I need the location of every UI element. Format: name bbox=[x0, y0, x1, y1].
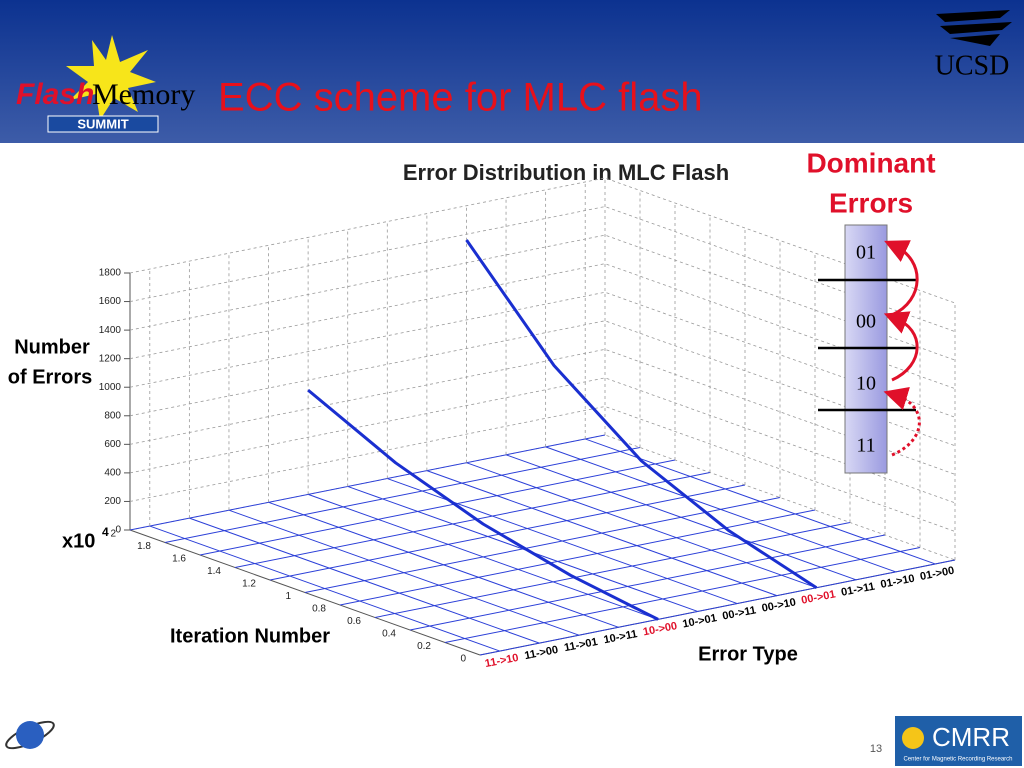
x-multiplier: x10 bbox=[62, 530, 95, 552]
chart-title: Error Distribution in MLC Flash bbox=[403, 160, 729, 185]
diagram-heading: Dominant bbox=[806, 147, 935, 178]
grid-line bbox=[339, 509, 816, 606]
x-tick-label: 0.6 bbox=[347, 616, 361, 627]
cell-state: 01 bbox=[856, 242, 876, 264]
category-line bbox=[149, 525, 500, 652]
z-tick-label: 1600 bbox=[99, 296, 122, 307]
z-tick-label: 1800 bbox=[99, 268, 122, 279]
cmrr-emblem bbox=[902, 727, 924, 749]
transition-arrow bbox=[884, 240, 919, 317]
logo-flash: Flash bbox=[16, 78, 94, 111]
x-tick-label: 0 bbox=[460, 654, 466, 665]
category-line bbox=[228, 509, 580, 636]
z-tick-label: 400 bbox=[104, 468, 121, 479]
x-tick-label: 0.4 bbox=[382, 629, 396, 640]
z-tick-label: 600 bbox=[104, 439, 121, 450]
z-tick-label: 1400 bbox=[99, 325, 122, 336]
grid-line bbox=[199, 459, 676, 556]
grid-line bbox=[129, 434, 606, 531]
x-tick-label: 1.2 bbox=[242, 579, 256, 590]
grid-line bbox=[164, 447, 641, 543]
z-tick-label: 1200 bbox=[99, 353, 122, 364]
category-axis-label: Error Type bbox=[698, 643, 798, 665]
series-line bbox=[307, 388, 659, 621]
grid-line bbox=[129, 377, 956, 504]
grid-line bbox=[129, 206, 956, 332]
cell-state: 11 bbox=[856, 435, 875, 457]
category-line bbox=[585, 438, 936, 565]
grid-line bbox=[129, 177, 956, 304]
category-line bbox=[466, 462, 817, 589]
category-line bbox=[268, 501, 619, 628]
x-tick-label: 1.8 bbox=[137, 541, 151, 552]
logo-memory: Memory bbox=[92, 78, 195, 111]
ucsd-logo: UCSD bbox=[935, 50, 1010, 81]
category-line bbox=[426, 470, 778, 597]
category-line bbox=[189, 517, 540, 644]
grid-line bbox=[129, 320, 956, 447]
header-band bbox=[0, 0, 1024, 143]
slide-title: ECC scheme for MLC flash bbox=[218, 76, 703, 120]
x-tick-label: 0.8 bbox=[312, 604, 326, 615]
grid-line bbox=[129, 406, 956, 532]
grid-line bbox=[444, 547, 921, 643]
grid-line bbox=[479, 559, 956, 656]
grid-line bbox=[409, 534, 886, 631]
chart: Error Distribution in MLC Flash Number o… bbox=[8, 160, 956, 670]
page-number: 13 bbox=[870, 743, 882, 755]
x-tick-label: 1.6 bbox=[172, 554, 186, 565]
cmrr-name: CMRR bbox=[932, 722, 1010, 752]
x-tick-label: 1 bbox=[285, 591, 291, 602]
z-tick-label: 200 bbox=[104, 496, 121, 507]
cell-state: 00 bbox=[856, 311, 876, 333]
logo-summit-box bbox=[47, 115, 159, 133]
grid-line bbox=[129, 434, 956, 561]
logo-sun bbox=[66, 35, 156, 120]
grid-line bbox=[129, 234, 956, 361]
z-tick-label: 0 bbox=[115, 525, 121, 536]
x-tick-label: 0.2 bbox=[417, 641, 431, 652]
cell-state: 10 bbox=[856, 373, 876, 395]
grid-line bbox=[129, 348, 956, 475]
footer-logo-globe bbox=[16, 721, 44, 749]
category-line bbox=[545, 446, 896, 573]
z-tick-label: 800 bbox=[104, 410, 121, 421]
logo-summit: SUMMIT bbox=[77, 116, 128, 131]
x-tick-label: 1.4 bbox=[207, 566, 221, 577]
grid-line bbox=[234, 472, 711, 568]
diagram-heading: Errors bbox=[829, 187, 913, 218]
z-tick-label: 1000 bbox=[99, 382, 122, 393]
grid-line bbox=[374, 522, 851, 618]
z-axis-label: Number bbox=[14, 336, 90, 358]
ucsd-emblem bbox=[936, 10, 1012, 46]
x-multiplier-exponent: 4 bbox=[102, 525, 109, 539]
x-axis-label: Iteration Number bbox=[170, 625, 330, 647]
category-line bbox=[505, 454, 857, 581]
x-tick-label: 2 bbox=[110, 529, 116, 540]
category-line bbox=[307, 493, 659, 620]
transition-arrow bbox=[883, 311, 919, 382]
transition-arrow bbox=[883, 387, 921, 457]
cmrr-full-name: Center for Magnetic Recording Research bbox=[903, 757, 1012, 763]
grid-line bbox=[269, 484, 746, 581]
z-axis-label: of Errors bbox=[8, 366, 92, 388]
grid-line bbox=[304, 497, 781, 593]
grid-line bbox=[129, 291, 956, 418]
series-line bbox=[465, 239, 818, 589]
